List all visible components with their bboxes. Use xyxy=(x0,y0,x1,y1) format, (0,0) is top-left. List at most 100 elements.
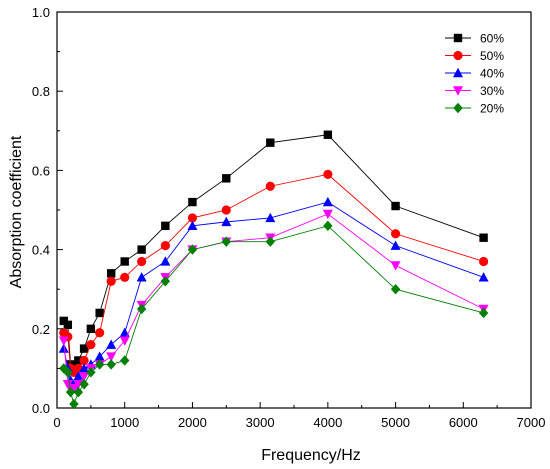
x-tick-label: 2000 xyxy=(178,415,207,430)
data-point xyxy=(479,256,489,267)
x-tick-label: 4000 xyxy=(313,415,342,430)
legend-label: 20% xyxy=(480,102,504,116)
y-tick-label: 0.8 xyxy=(32,84,50,99)
data-point xyxy=(478,272,489,282)
series-50-percent xyxy=(59,169,489,377)
data-point xyxy=(221,216,232,227)
y-tick-label: 0.6 xyxy=(32,163,50,178)
data-point xyxy=(323,220,333,232)
data-point xyxy=(79,363,90,373)
series-line xyxy=(63,225,484,406)
data-point xyxy=(120,272,130,282)
data-point xyxy=(106,339,117,349)
legend-item: 50% xyxy=(445,49,504,63)
data-point xyxy=(95,328,105,338)
data-point xyxy=(86,367,96,378)
data-point xyxy=(390,229,401,239)
data-point xyxy=(160,241,170,251)
data-point xyxy=(73,371,84,381)
y-axis-title: Absorption coefficient xyxy=(8,135,25,288)
data-point xyxy=(95,308,104,318)
data-point xyxy=(478,307,489,319)
data-point xyxy=(323,169,333,179)
data-point xyxy=(63,320,73,330)
y-tick-label: 1.0 xyxy=(32,5,50,20)
data-point xyxy=(59,363,69,374)
legend-item: 30% xyxy=(445,84,504,98)
data-point xyxy=(322,196,333,207)
series-20-percent xyxy=(59,220,489,410)
data-point xyxy=(106,269,116,278)
data-point xyxy=(79,344,89,353)
data-point xyxy=(106,276,116,286)
data-point xyxy=(137,256,147,267)
data-point xyxy=(187,244,198,255)
data-point xyxy=(120,355,130,366)
x-tick-label: 0 xyxy=(53,415,60,430)
data-point xyxy=(187,220,198,231)
data-point xyxy=(63,367,73,378)
data-point xyxy=(187,213,198,223)
data-point xyxy=(106,359,116,370)
legend-marker xyxy=(453,86,463,96)
data-point xyxy=(479,233,488,242)
data-point xyxy=(160,276,171,287)
data-point xyxy=(265,236,275,247)
series-line xyxy=(63,201,484,386)
x-tick-label: 1000 xyxy=(110,415,139,430)
data-point xyxy=(94,359,105,370)
legend-marker xyxy=(453,33,463,43)
data-point xyxy=(86,324,96,333)
legend-marker xyxy=(453,102,463,114)
data-point xyxy=(265,212,276,223)
data-point xyxy=(73,386,84,398)
data-point xyxy=(106,352,117,362)
x-tick-label: 3000 xyxy=(246,415,275,430)
legend-marker xyxy=(453,67,463,78)
data-point xyxy=(323,130,333,139)
data-point xyxy=(74,356,83,365)
data-point xyxy=(119,336,130,346)
legend-label: 40% xyxy=(480,67,504,81)
y-tick-label: 0.2 xyxy=(32,322,50,337)
y-tick-label: 0.4 xyxy=(32,243,50,258)
legend-item: 40% xyxy=(445,67,504,81)
legend-label: 60% xyxy=(480,32,504,46)
legend-item: 60% xyxy=(445,32,504,46)
data-point xyxy=(266,138,275,147)
data-point xyxy=(390,261,401,271)
x-tick-label: 7000 xyxy=(517,415,546,430)
x-axis-title: Frequency/Hz xyxy=(261,447,361,464)
data-point xyxy=(390,240,401,250)
data-point xyxy=(221,205,231,215)
data-point xyxy=(79,372,90,382)
data-point xyxy=(391,201,400,211)
data-point xyxy=(69,398,79,410)
data-point xyxy=(86,340,96,350)
legend-item: 20% xyxy=(445,102,504,116)
data-point xyxy=(222,174,231,183)
legend-label: 50% xyxy=(480,49,504,63)
legend: 60% 50% 40% 30% 20% xyxy=(445,32,504,116)
series-30-percent xyxy=(58,209,489,394)
data-point xyxy=(137,245,146,254)
data-point xyxy=(136,303,147,315)
data-point xyxy=(221,236,231,247)
data-point xyxy=(322,209,333,220)
data-point xyxy=(160,256,171,266)
data-point xyxy=(390,284,401,295)
data-point xyxy=(68,384,79,394)
data-point xyxy=(65,386,76,398)
y-tick-label: 0.0 xyxy=(32,401,50,416)
data-point xyxy=(188,197,197,207)
data-point xyxy=(161,221,170,231)
data-point xyxy=(265,181,275,191)
data-point xyxy=(58,343,69,353)
data-point xyxy=(136,272,147,282)
legend-label: 30% xyxy=(480,84,504,98)
data-point xyxy=(79,355,89,366)
data-point xyxy=(120,257,129,266)
data-point xyxy=(79,379,89,390)
data-point xyxy=(94,351,105,361)
